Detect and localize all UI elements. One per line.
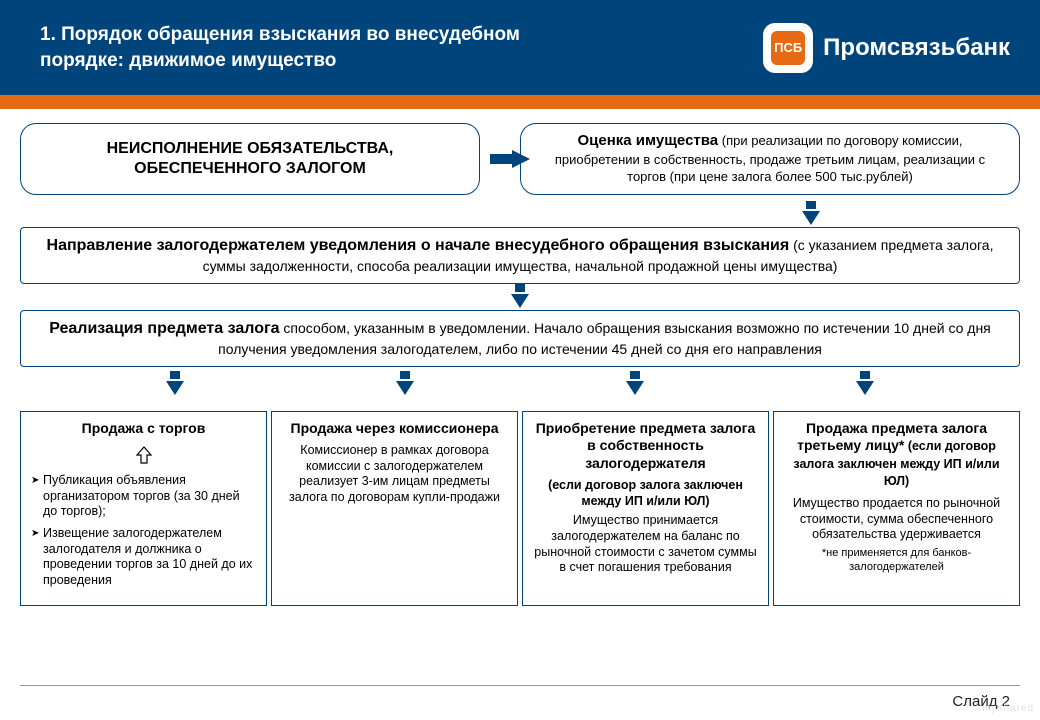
box-appraisal: Оценка имущества (при реализации по дого… [520,123,1020,195]
option-title: Приобретение предмета залога в собственн… [533,420,758,473]
arrow-down-icon [511,284,529,310]
box-realization-lead: Реализация предмета залога [49,320,279,337]
footer-divider [20,685,1020,686]
slide-header: 1. Порядок обращения взыскания во внесуд… [0,0,1040,95]
option-commission: Продажа через комиссионера Комиссионер в… [271,411,518,606]
arrow-up-icon [31,445,256,465]
box-notice: Направление залогодержателем уведомления… [20,227,1020,284]
slide-content: НЕИСПОЛНЕНИЕ ОБЯЗАТЕЛЬСТВА, ОБЕСПЕЧЕННОГ… [0,109,1040,606]
box-realization-tail: способом, указанным в уведомлении. Начал… [218,320,991,357]
brand-logo-abbr: ПСБ [771,31,805,65]
option-item: Извещение залогодержателем залогодателя … [31,526,256,589]
option-acquire: Приобретение предмета залога в собственн… [522,411,769,606]
box-default: НЕИСПОЛНЕНИЕ ОБЯЗАТЕЛЬСТВА, ОБЕСПЕЧЕННОГ… [20,123,480,195]
arrow-down-icon [166,371,184,397]
accent-bar [0,95,1040,109]
option-auction: Продажа с торгов Публикация объявления о… [20,411,267,606]
option-item: Публикация объявления организатором торг… [31,473,256,520]
arrow-down-icon [396,371,414,397]
option-title: Продажа через комиссионера [282,420,507,438]
option-thirdparty: Продажа предмета залога третьему лицу* (… [773,411,1020,606]
arrow-down-icon [856,371,874,397]
brand-name: Промсвязьбанк [823,34,1010,62]
option-items: Публикация объявления организатором торг… [31,473,256,594]
watermark: myshared [982,703,1034,714]
brand: ПСБ Промсвязьбанк [763,23,1010,73]
box-notice-lead: Направление залогодержателем уведомления… [47,237,790,254]
arrow-down-icon [802,201,820,227]
option-title: Продажа с торгов [31,420,256,438]
option-body: Комиссионер в рамках договора комиссии с… [282,443,507,506]
option-note: *не применяется для банков-залогодержате… [784,547,1009,575]
arrow-down-icon [626,371,644,397]
option-body: Имущество принимается залогодержателем н… [533,513,758,576]
box-appraisal-lead: Оценка имущества [578,132,719,149]
box-realization: Реализация предмета залога способом, ука… [20,310,1020,367]
arrow-right-icon [490,150,530,168]
arrow-fan [20,371,1020,397]
option-sub: (если договор залога заключен между ИП и… [533,478,758,509]
options-row: Продажа с торгов Публикация объявления о… [20,411,1020,606]
slide-title: 1. Порядок обращения взыскания во внесуд… [40,22,590,73]
brand-logo: ПСБ [763,23,813,73]
option-title: Продажа предмета залога третьему лицу* (… [784,420,1009,490]
option-body: Имущество продается по рыночной стоимост… [784,496,1009,543]
